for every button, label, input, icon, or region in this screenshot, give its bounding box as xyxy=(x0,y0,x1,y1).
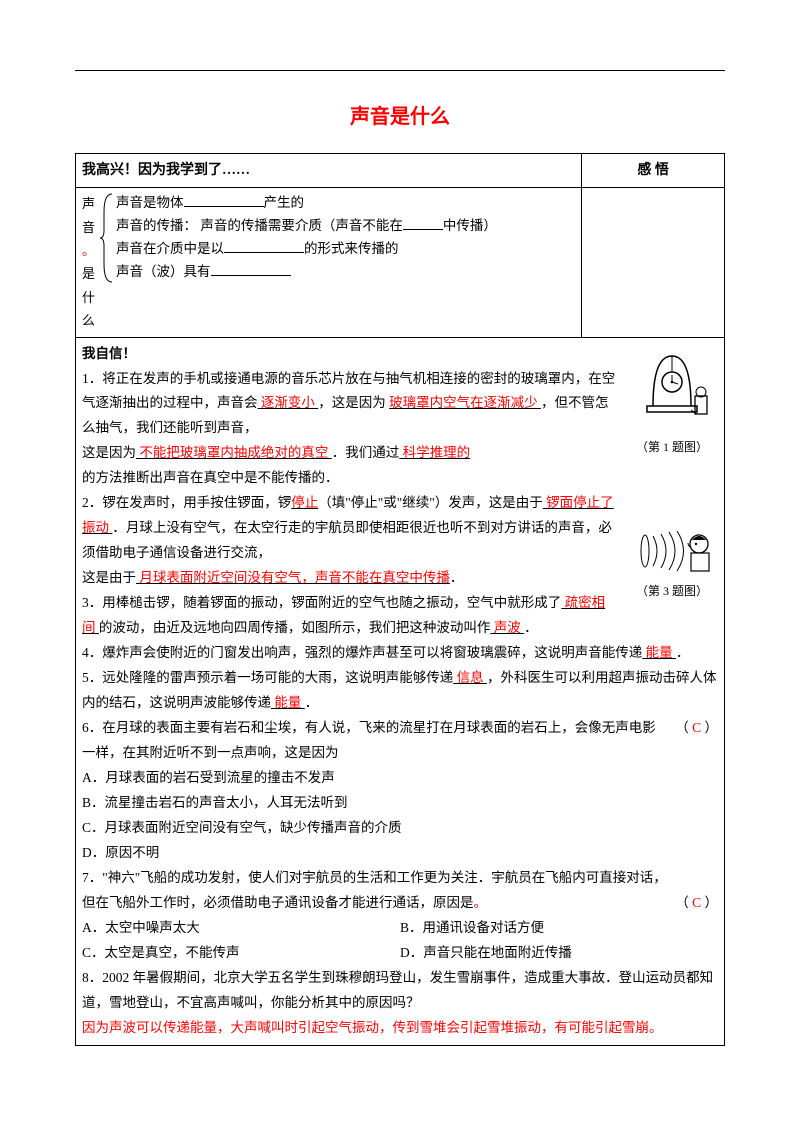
brace-side-label: 声音。是什么 xyxy=(82,192,98,332)
question-5: 5．远处隆隆的雷声预示着一场可能的大雨，这说明声能够传递 信息 ，外科医生可以利… xyxy=(82,666,718,716)
q6-opt-a: A．月球表面的岩石受到流星的撞击不发声 xyxy=(82,766,718,791)
figure-2-caption: （第 3 题图） xyxy=(626,580,718,602)
question-1: 1．将正在发声的手机或接通电源的音乐芯片放在与抽气机相连接的密封的玻璃罩内，在空… xyxy=(82,367,718,442)
question-7: 7．"神六"飞船的成功发射，使人们对宇航员的生活和工作更为关注．宇航员在飞船内可… xyxy=(82,866,718,916)
question-8: 8．2002 年暑假期间，北京大学五名学生到珠穆朗玛登山，发生雪崩事件，造成重大… xyxy=(82,966,718,1016)
q6-opt-c: C．月球表面附近空间没有空气，缺少传播声音的介质 xyxy=(82,816,718,841)
q7-opts-cd: C．太空是真空，不能传声D．声音只能在地面附近传播 xyxy=(82,941,718,966)
page-title: 声音是什么 xyxy=(75,99,725,135)
q6-answer: C xyxy=(692,720,701,735)
q7-answer: C xyxy=(692,895,701,910)
header-left: 我高兴！因为我学到了…… xyxy=(76,154,582,188)
ganwu-cell xyxy=(582,188,725,337)
question-1c: 的方法推断出声音在真空中是不能传播的． xyxy=(82,466,718,491)
q6-opt-d: D．原因不明 xyxy=(82,841,718,866)
figure-2: （第 3 题图） xyxy=(626,524,718,602)
section2-title: 我自信！ xyxy=(82,342,718,367)
question-6: 6．在月球的表面主要有岩石和尘埃，有人说，飞来的流星打在月球表面的岩石上，会像无… xyxy=(82,716,718,766)
q6-opt-b: B．流星撞击岩石的声音太小，人耳无法听到 xyxy=(82,791,718,816)
brace-content: 声音是物体产生的 声音的传播： 声音的传播需要介质（声音不能在中传播） 声音在介… xyxy=(116,192,575,332)
figure-1: （第 1 题图） xyxy=(626,346,718,458)
figure-1-caption: （第 1 题图） xyxy=(626,436,718,458)
main-table: 我高兴！因为我学到了…… 感 悟 声音。是什么 声音是物体产生的 声音的传播： … xyxy=(75,153,725,1046)
top-rule xyxy=(75,70,725,71)
question-2: 2．锣在发声时，用手按住锣面，锣停止（填"停止"或"继续"）发声，这是由于 锣面… xyxy=(82,491,718,566)
question-2b: 这是由于 月球表面附近空间没有空气，声音不能在真空中传播． xyxy=(82,566,718,591)
brace-cell: 声音。是什么 声音是物体产生的 声音的传播： 声音的传播需要介质（声音不能在中传… xyxy=(76,188,582,337)
header-right: 感 悟 xyxy=(582,154,725,188)
question-1b: 这是因为 不能把玻璃罩内抽成绝对的真空 ．我们通过 科学推理的 xyxy=(82,441,718,466)
brace-icon xyxy=(98,192,116,332)
question-8-answer: 因为声波可以传递能量，大声喊叫时引起空气振动，传到雪堆会引起雪堆振动，有可能引起… xyxy=(82,1016,718,1041)
q7-opts-ab: A．太空中噪声太大B．用通讯设备对话方便 xyxy=(82,916,718,941)
questions-cell: （第 1 题图） （ xyxy=(76,337,725,1045)
question-3: 3．用棒槌击锣，随着锣面的振动，锣面附近的空气也随之振动，空气中就形成了 疏密相… xyxy=(82,591,718,641)
question-4: 4．爆炸声会使附近的门窗发出响声，强烈的爆炸声甚至可以将窗玻璃震碎，这说明声音能… xyxy=(82,641,718,666)
